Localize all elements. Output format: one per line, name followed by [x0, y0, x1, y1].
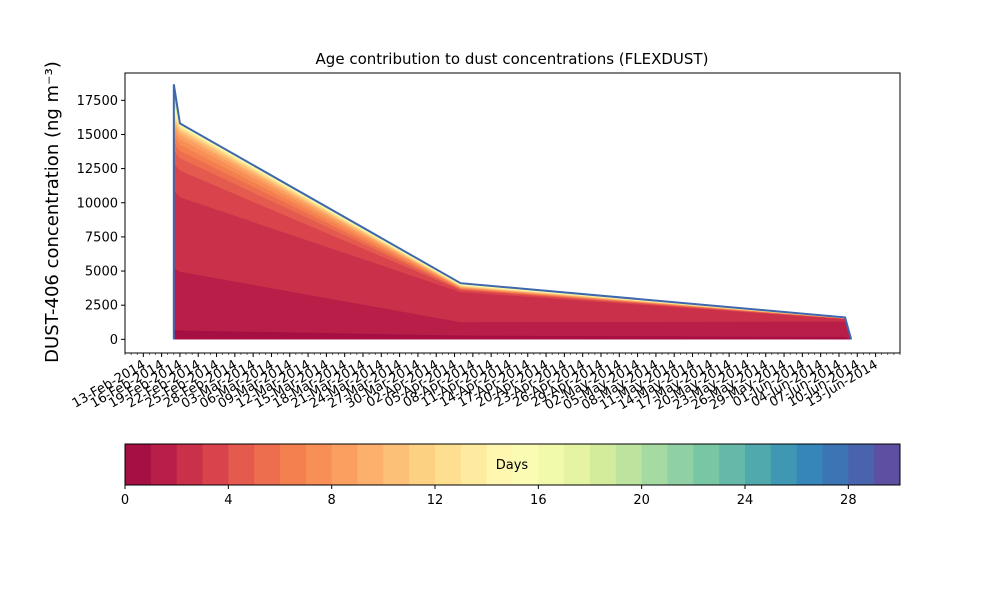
colorbar-tick-label: 20 — [633, 493, 650, 508]
colorbar-swatch — [874, 444, 901, 485]
colorbar-swatch — [822, 444, 849, 485]
colorbar-tick-label: 8 — [328, 493, 336, 508]
total-concentration-line — [172, 84, 853, 340]
colorbar-swatch — [460, 444, 488, 485]
colorbar-label: Days — [496, 458, 529, 473]
colorbar-swatch — [254, 444, 281, 485]
colorbar-swatch — [538, 444, 565, 485]
y-axis-label: DUST-406 concentration (ng m⁻³) — [42, 61, 63, 363]
colorbar-swatch — [693, 444, 720, 485]
colorbar-swatch — [745, 444, 772, 485]
area-age-day-1 — [173, 268, 852, 340]
colorbar-swatch — [486, 444, 513, 485]
colorbar-swatch — [383, 444, 410, 485]
colorbar-tick-label: 0 — [121, 493, 129, 508]
colorbar-swatch — [150, 444, 178, 485]
colorbar-swatch — [228, 444, 255, 485]
colorbar-swatch — [719, 444, 746, 485]
x-axis: 13-Feb-201416-Feb-201419-Feb-201422-Feb-… — [70, 353, 901, 413]
chart-title: Age contribution to dust concentrations … — [316, 50, 709, 68]
colorbar-swatch — [357, 444, 384, 485]
colorbar-swatch — [512, 444, 539, 485]
colorbar-swatch — [331, 444, 358, 485]
colorbar-tick-label: 4 — [224, 493, 232, 508]
colorbar-swatch — [305, 444, 333, 485]
y-tick-label: 7500 — [85, 230, 118, 245]
colorbar-swatch — [202, 444, 229, 485]
colorbar-tick-label: 16 — [530, 493, 547, 508]
colorbar-tick-label: 12 — [427, 493, 444, 508]
y-tick-label: 5000 — [85, 265, 118, 280]
y-tick-label: 15000 — [77, 128, 118, 143]
colorbar-swatch — [176, 444, 203, 485]
colorbar-swatch — [590, 444, 617, 485]
y-axis: 0 2500 5000 7500 10000 12500 15000 17500 — [77, 94, 125, 348]
colorbar-swatch — [409, 444, 436, 485]
colorbar-tick-label: 28 — [840, 493, 857, 508]
colorbar-swatch — [848, 444, 875, 485]
colorbar-swatch — [641, 444, 668, 485]
y-tick-label: 0 — [110, 333, 118, 348]
y-tick-label: 12500 — [77, 162, 118, 177]
colorbar: 0 4 8 12 16 20 24 28 — [121, 443, 901, 508]
colorbar-tick-label: 24 — [737, 493, 754, 508]
colorbar-swatch — [125, 444, 152, 485]
colorbar-frame — [124, 443, 901, 486]
colorbar-swatch — [796, 444, 823, 485]
colorbar-swatch — [615, 444, 643, 485]
total-line-layer — [172, 84, 853, 340]
y-tick-label: 17500 — [77, 94, 118, 109]
area-layer — [173, 84, 852, 340]
colorbar-swatch — [280, 444, 307, 485]
colorbar-swatch — [770, 444, 798, 485]
colorbar-swatch — [564, 444, 591, 485]
colorbar-swatch — [667, 444, 694, 485]
y-tick-label: 10000 — [77, 196, 118, 211]
plot-frame — [124, 72, 901, 354]
colorbar-swatch — [435, 444, 462, 485]
y-tick-label: 2500 — [85, 299, 118, 314]
area-age-day-0 — [173, 329, 852, 340]
